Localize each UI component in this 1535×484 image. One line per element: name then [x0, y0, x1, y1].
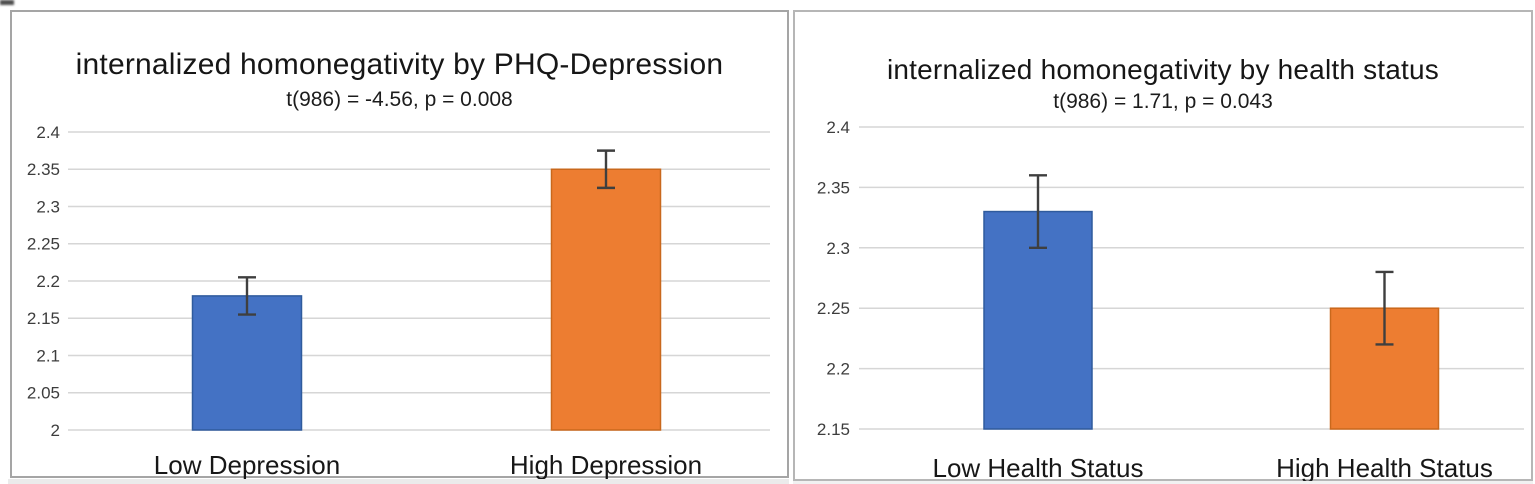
chart-title: internalized homonegativity by health st… — [886, 54, 1439, 85]
panel-shadow — [8, 479, 789, 484]
chart-panel-health-status: internalized homonegativity by health st… — [793, 10, 1533, 483]
chart-stat-subtitle: t(986) = 1.71, p = 0.043 — [1053, 90, 1273, 113]
y-tick-label: 2.3 — [826, 239, 850, 258]
y-tick-label: 2.25 — [27, 235, 60, 254]
chart-title: internalized homonegativity by PHQ-Depre… — [75, 48, 724, 81]
chart-panel-phq-depression: internalized homonegativity by PHQ-Depre… — [10, 10, 789, 480]
category-label-high-health-status: High Health Status — [1276, 453, 1493, 483]
y-tick-label: 2 — [51, 421, 60, 440]
bar-plot-area: 2.15 2.2 2.25 2.3 2.35 2.4 Low Health Status Hi… — [817, 118, 1524, 483]
y-tick-label: 2.35 — [27, 160, 60, 179]
category-label-low-depression: Low Depression — [154, 450, 340, 480]
bar-high-depression — [550, 168, 662, 431]
scan-artifact — [0, 0, 14, 5]
chart-stat-subtitle: t(986) = -4.56, p = 0.008 — [286, 88, 513, 111]
bar-plot-area: 2 2.05 2.1 2.15 2.2 2.25 2.3 2.35 2.4 Low Depress… — [27, 123, 770, 480]
bar-low-depression — [191, 295, 303, 431]
y-tick-label: 2.1 — [36, 346, 60, 365]
y-tick-label: 2.05 — [27, 384, 60, 403]
y-tick-label: 2.3 — [36, 197, 60, 216]
y-tick-label: 2.25 — [817, 299, 850, 318]
y-tick-label: 2.4 — [36, 123, 60, 142]
y-tick-label: 2.2 — [36, 272, 60, 291]
y-tick-label: 2.2 — [826, 360, 850, 379]
y-tick-label: 2.35 — [817, 178, 850, 197]
y-tick-label: 2.15 — [817, 420, 850, 439]
y-tick-label: 2.15 — [27, 309, 60, 328]
category-label-low-health-status: Low Health Status — [932, 453, 1143, 483]
panel-shadow — [793, 481, 1533, 484]
category-label-high-depression: High Depression — [510, 450, 702, 480]
y-tick-label: 2.4 — [826, 118, 850, 137]
